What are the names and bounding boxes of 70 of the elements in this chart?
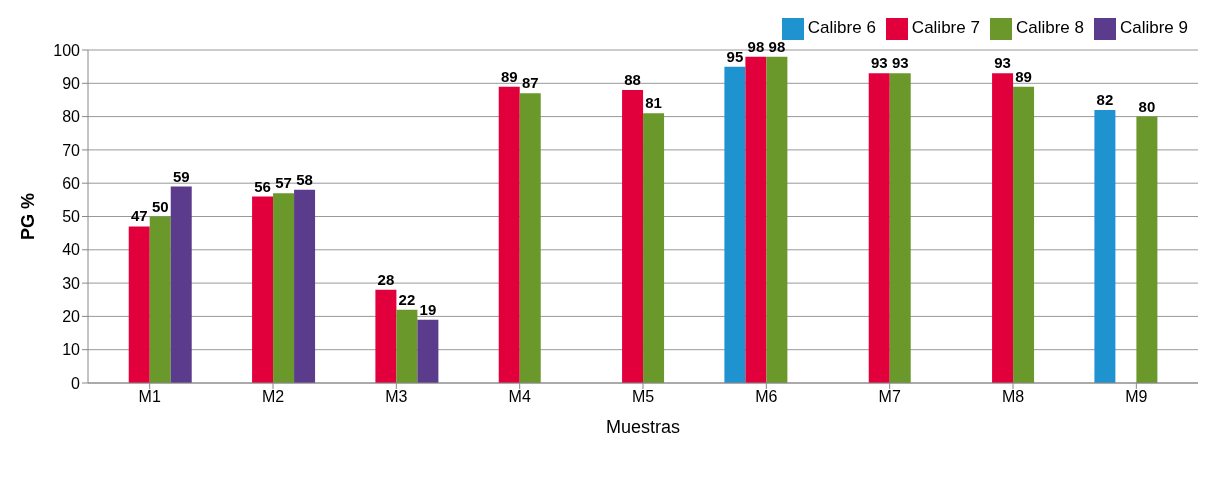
legend-label: Calibre 9 <box>1119 18 1188 38</box>
y-tick-label: 0 <box>71 374 81 392</box>
x-tick-label: M4 <box>508 388 531 406</box>
bar <box>1136 116 1158 383</box>
x-tick-label: M2 <box>261 388 285 406</box>
data-label: 56 <box>254 177 271 195</box>
x-tick-label: M9 <box>1125 388 1148 406</box>
y-tick-label: 90 <box>62 74 81 92</box>
legend-label: Calibre 8 <box>1015 18 1084 38</box>
y-tick-label: 100 <box>53 41 81 59</box>
bar <box>498 86 520 383</box>
x-tick-label: M5 <box>631 388 655 406</box>
bar <box>294 189 316 383</box>
y-tick-label: 70 <box>62 141 81 159</box>
data-label: 59 <box>172 167 190 185</box>
data-label: 93 <box>891 54 909 72</box>
data-label: 93 <box>994 54 1011 72</box>
bar <box>375 289 397 383</box>
bar <box>417 319 439 383</box>
data-label: 87 <box>521 74 539 92</box>
y-tick-label: 80 <box>62 108 81 126</box>
data-label: 82 <box>1096 90 1114 108</box>
y-tick-label: 30 <box>62 274 81 292</box>
data-label: 88 <box>624 70 641 88</box>
x-tick-label: M6 <box>755 388 778 406</box>
bar <box>868 73 890 383</box>
bar <box>889 73 911 383</box>
bar <box>724 66 746 383</box>
bar <box>745 56 767 383</box>
bar <box>149 216 171 383</box>
data-label: 81 <box>645 94 662 112</box>
data-label: 28 <box>377 270 395 288</box>
bar <box>622 89 644 383</box>
bar <box>766 56 788 383</box>
x-tick-label: M8 <box>1001 388 1025 406</box>
data-label: 98 <box>747 37 765 55</box>
data-label: 95 <box>726 47 744 65</box>
data-label: 80 <box>1138 97 1156 115</box>
data-label: 19 <box>419 300 437 318</box>
y-tick-label: 40 <box>62 241 81 259</box>
bar <box>273 193 295 383</box>
data-label: 50 <box>151 197 169 215</box>
bar <box>252 196 274 383</box>
x-tick-label: M3 <box>385 388 408 406</box>
bar <box>128 226 150 383</box>
data-label: 47 <box>130 207 148 225</box>
bar <box>396 309 418 383</box>
y-axis-title: PG % <box>18 192 39 241</box>
bar <box>1013 86 1035 383</box>
data-label: 89 <box>1015 67 1032 85</box>
x-tick-label: M7 <box>878 388 901 406</box>
legend-label: Calibre 6 <box>807 18 876 38</box>
y-tick-label: 60 <box>62 174 81 192</box>
bar <box>992 73 1014 383</box>
x-axis-title: Muestras <box>605 417 681 437</box>
data-label: 89 <box>500 67 518 85</box>
bar <box>643 113 665 383</box>
data-label: 22 <box>398 290 416 308</box>
legend-label: Calibre 7 <box>911 18 980 38</box>
data-label: 57 <box>275 174 292 192</box>
bar <box>519 93 541 383</box>
data-label: 58 <box>296 170 313 188</box>
bar <box>1094 109 1116 383</box>
data-label: 93 <box>870 54 888 72</box>
data-label: 98 <box>768 37 786 55</box>
x-tick-label: M1 <box>138 388 161 406</box>
y-tick-label: 20 <box>62 308 81 326</box>
bar <box>170 186 192 383</box>
y-tick-label: 10 <box>62 341 81 359</box>
y-tick-label: 50 <box>62 208 81 226</box>
